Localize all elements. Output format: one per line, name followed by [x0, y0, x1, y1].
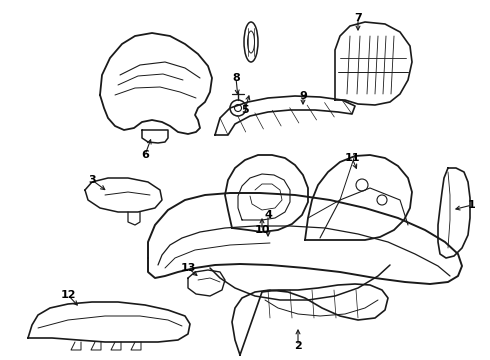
- Text: 8: 8: [232, 73, 240, 83]
- Text: 2: 2: [294, 341, 302, 351]
- Text: 1: 1: [468, 200, 476, 210]
- Text: 13: 13: [180, 263, 196, 273]
- Text: 11: 11: [344, 153, 360, 163]
- Text: 4: 4: [264, 210, 272, 220]
- Text: 6: 6: [141, 150, 149, 160]
- Text: 12: 12: [60, 290, 76, 300]
- Text: 7: 7: [354, 13, 362, 23]
- Text: 3: 3: [88, 175, 96, 185]
- Text: 5: 5: [241, 105, 249, 115]
- Text: 9: 9: [299, 91, 307, 101]
- Text: 10: 10: [254, 225, 270, 235]
